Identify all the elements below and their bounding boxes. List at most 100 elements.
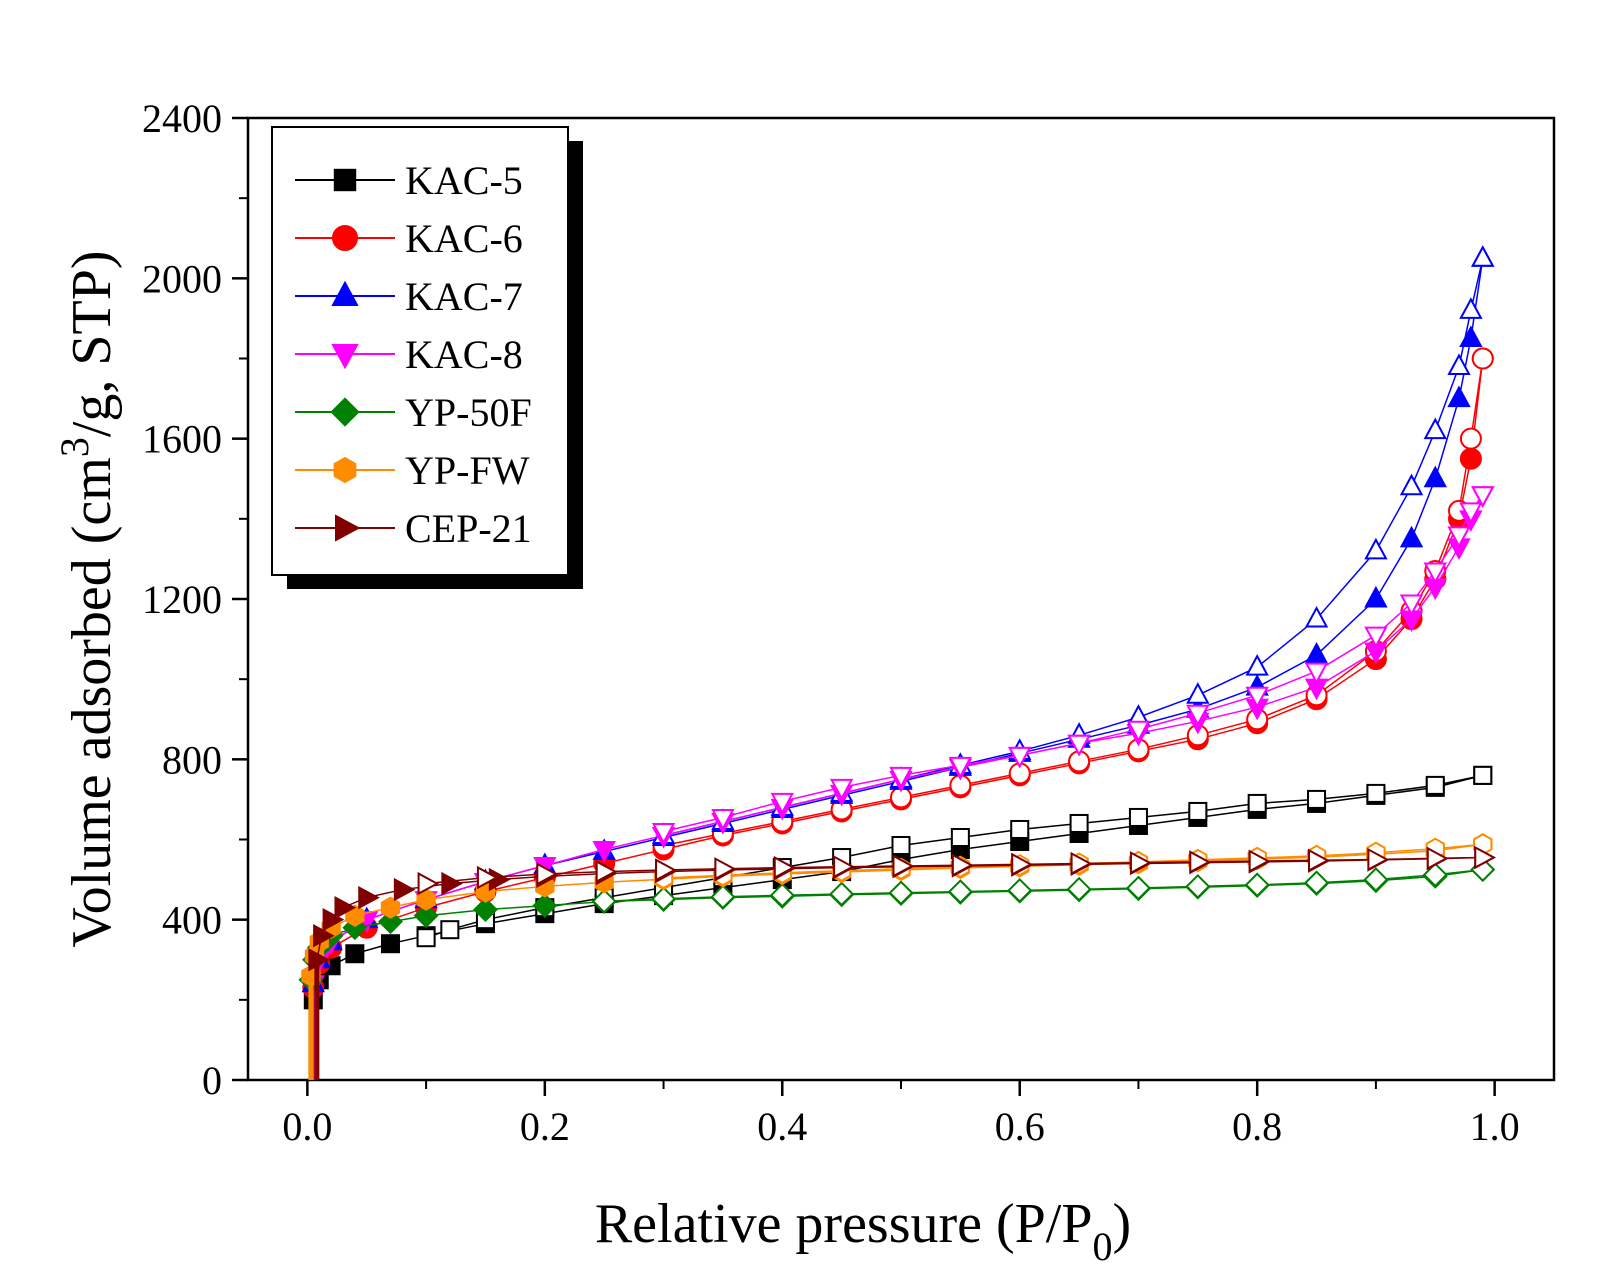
- desorption-point: [1447, 526, 1471, 548]
- desorption-point: [1363, 867, 1389, 892]
- desorption-line: [604, 868, 1483, 902]
- desorption-point: [595, 859, 618, 884]
- desorption-point: [947, 879, 973, 905]
- desorption-point: [769, 882, 795, 908]
- legend-label: KAC-7: [405, 274, 523, 319]
- y-tick-label: 1600: [142, 417, 222, 462]
- desorption-point: [950, 827, 970, 847]
- desorption-point: [1126, 875, 1151, 901]
- series-YP-50F: [298, 857, 1496, 1080]
- desorption-point: [1399, 473, 1424, 496]
- desorption-point: [1364, 626, 1388, 649]
- ticks-layer: 0.0 0.2 0.4 0.6 0.8 1.0 0 400 800 1200 1600 2000 240…: [142, 96, 1520, 1149]
- adsorption-point: [1364, 585, 1388, 608]
- desorption-point: [536, 862, 558, 886]
- legend-item: KAC-6: [295, 216, 523, 261]
- adsorption-point: [322, 907, 345, 932]
- legend-label: YP-FW: [405, 448, 530, 493]
- adsorption-point: [358, 885, 380, 910]
- desorption-point: [1128, 807, 1148, 827]
- desorption-point: [476, 865, 499, 890]
- desorption-point: [888, 880, 914, 906]
- desorption-point: [1364, 537, 1388, 560]
- x-tick-label: 0.8: [1232, 1104, 1282, 1149]
- desorption-point: [1070, 851, 1093, 876]
- desorption-point: [889, 766, 913, 789]
- desorption-point: [1471, 486, 1495, 508]
- desorption-point: [1189, 850, 1211, 874]
- desorption-point: [1471, 245, 1495, 267]
- desorption-point: [1423, 417, 1447, 440]
- desorption-point: [711, 808, 735, 831]
- desorption-point: [1304, 605, 1329, 628]
- adsorption-point: [308, 948, 330, 972]
- desorption-point: [833, 855, 855, 879]
- desorption-point: [1474, 845, 1496, 870]
- adsorption-point: [380, 934, 400, 954]
- desorption-point: [1426, 846, 1449, 871]
- adsorption-point: [473, 897, 498, 923]
- desorption-point: [1245, 686, 1269, 709]
- adsorption-point: [416, 888, 436, 911]
- desorption-point: [417, 871, 440, 896]
- desorption-point: [591, 888, 617, 914]
- desorption-point: [1129, 851, 1152, 875]
- y-tick-label: 1200: [142, 577, 222, 622]
- desorption-point: [440, 920, 460, 940]
- desorption-point: [1008, 746, 1032, 769]
- adsorption-point: [1447, 385, 1471, 408]
- desorption-point: [1304, 870, 1329, 896]
- desorption-point: [1066, 876, 1092, 902]
- legend-label: KAC-5: [405, 158, 523, 203]
- legend-item: KAC-5: [295, 158, 523, 203]
- legend-marker: [335, 514, 361, 542]
- desorption-point: [1245, 654, 1269, 676]
- desorption-point: [1367, 847, 1390, 872]
- adsorption-point: [393, 877, 416, 902]
- adsorption-point: [378, 909, 403, 935]
- y-tick-label: 400: [162, 898, 222, 943]
- x-tick-label: 0.0: [282, 1104, 332, 1149]
- legend-marker: [331, 280, 359, 306]
- x-tick-label: 0.6: [995, 1104, 1045, 1149]
- desorption-point: [829, 778, 854, 801]
- desorption-point: [1247, 793, 1267, 813]
- desorption-point: [1459, 297, 1483, 319]
- adsorption-point: [1399, 525, 1424, 548]
- desorption-point: [710, 884, 736, 910]
- desorption-point: [1422, 862, 1448, 888]
- legend-marker: [332, 225, 358, 251]
- desorption-point: [1459, 427, 1482, 450]
- desorption-point: [1186, 682, 1210, 704]
- y-tick-label: 2400: [142, 96, 222, 141]
- data-layer: [298, 245, 1496, 1080]
- desorption-point: [951, 853, 974, 877]
- y-tick-label: 800: [162, 737, 222, 782]
- x-tick-label: 0.2: [520, 1104, 570, 1149]
- desorption-point: [655, 858, 677, 882]
- desorption-point: [1007, 877, 1033, 903]
- desorption-point: [1447, 353, 1471, 376]
- desorption-point: [1459, 502, 1483, 524]
- legend-item: KAC-7: [295, 274, 523, 319]
- desorption-point: [1126, 720, 1151, 743]
- desorption-point: [1473, 765, 1493, 785]
- desorption-line: [663, 258, 1484, 837]
- desorption-point: [1308, 848, 1330, 873]
- legend-item: YP-50F: [295, 390, 532, 435]
- desorption-point: [1425, 775, 1445, 795]
- desorption-point: [1307, 789, 1327, 809]
- desorption-point: [1011, 852, 1033, 877]
- legend-marker: [333, 456, 357, 484]
- desorption-point: [1244, 872, 1270, 898]
- legend-label: YP-50F: [405, 390, 532, 435]
- legend-item: KAC-8: [295, 332, 523, 377]
- desorption-point: [1010, 819, 1030, 839]
- desorption-point: [1185, 873, 1211, 899]
- legend-marker: [331, 344, 359, 370]
- legend-label: KAC-6: [405, 216, 523, 261]
- legend: KAC-5 KAC-6 KAC-7 KAC-8 YP-50F YP-FW CEP-21: [271, 126, 583, 589]
- adsorption-point: [1423, 465, 1447, 488]
